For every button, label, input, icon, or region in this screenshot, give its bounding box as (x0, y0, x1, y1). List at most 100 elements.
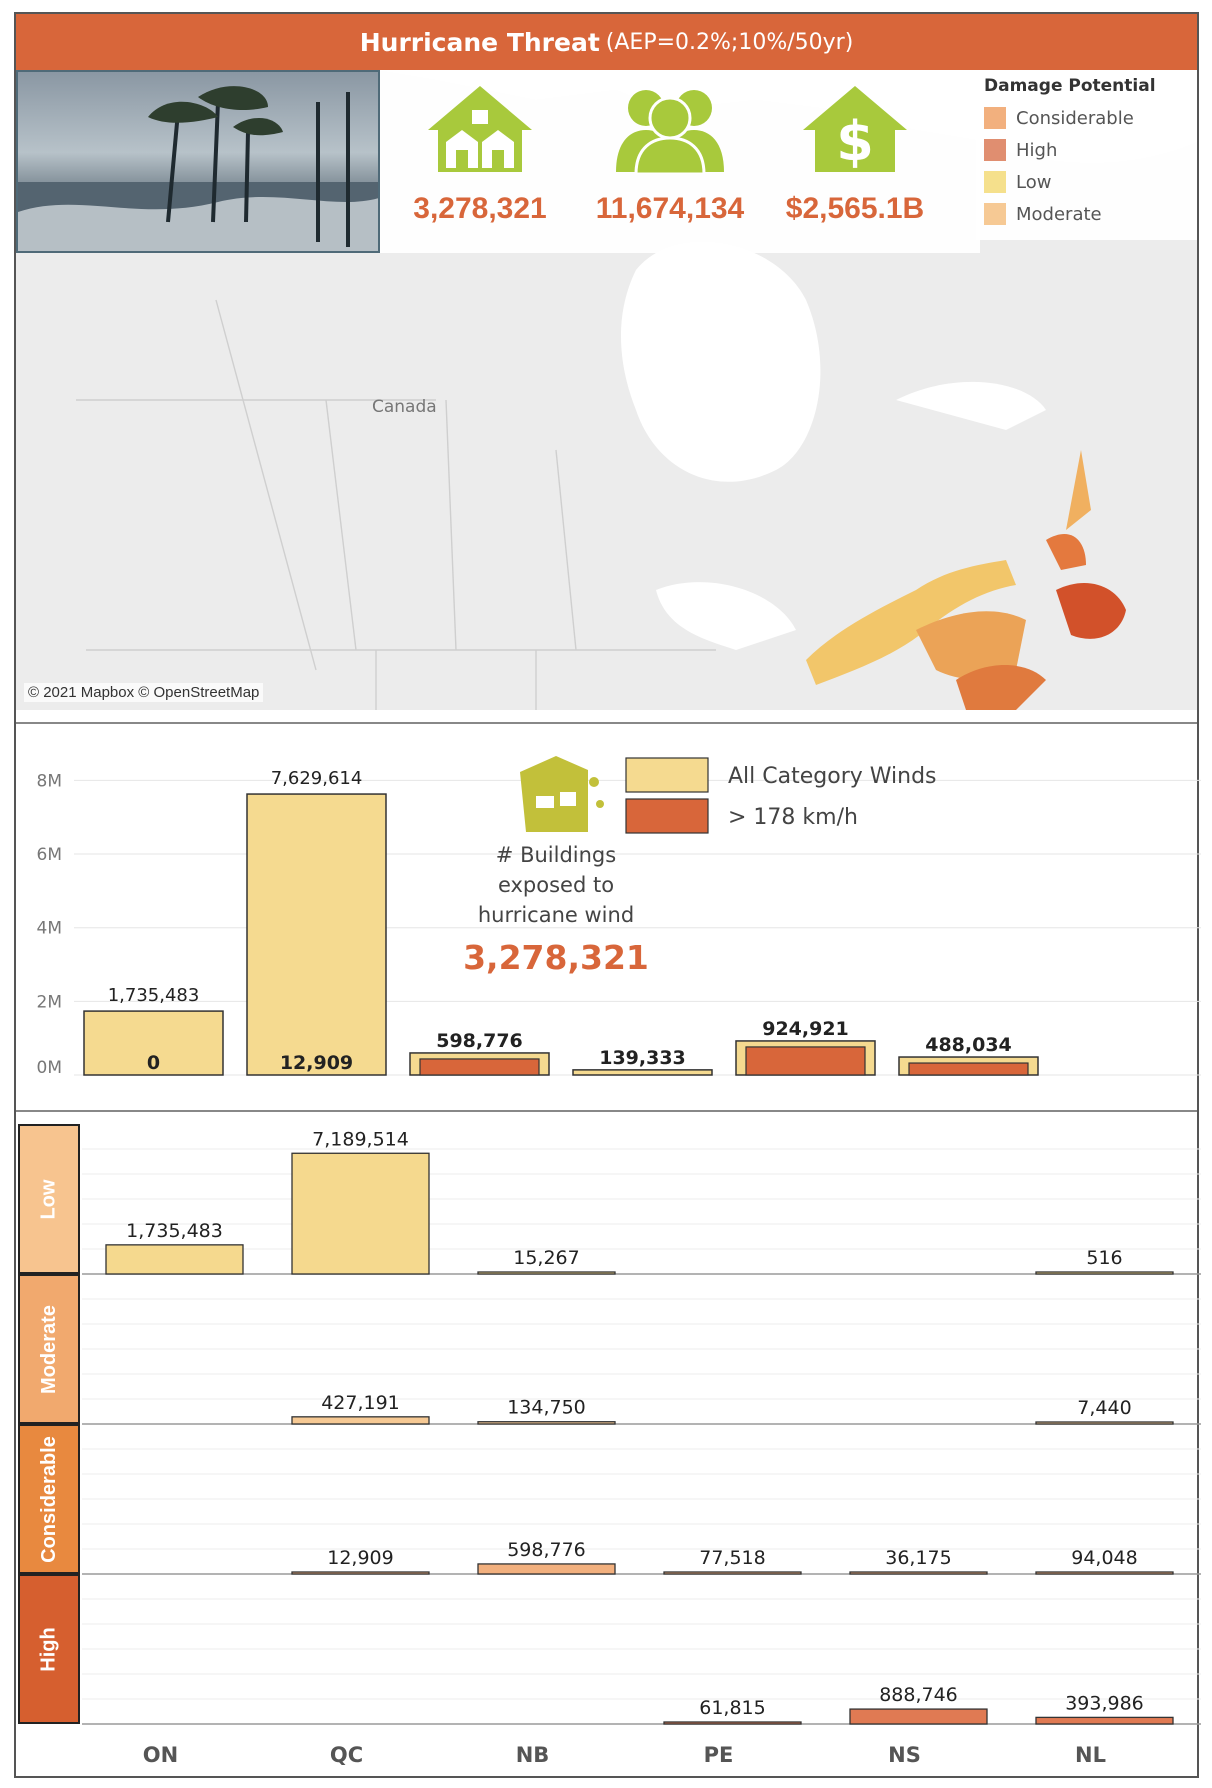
row-label-moderate: Moderate (18, 1274, 80, 1424)
bar-value-label: 488,034 (925, 1034, 1012, 1056)
legend-item-label: Considerable (1016, 107, 1134, 129)
bar-value-label: 36,175 (885, 1547, 951, 1569)
icon-window (560, 792, 576, 806)
kpi-population: 11,674,134 (570, 70, 770, 253)
legend-item-considerable[interactable]: Considerable (984, 102, 1197, 134)
bar-value-label: 94,048 (1071, 1547, 1137, 1569)
kpi-buildings-value: 3,278,321 (413, 192, 547, 225)
bar-value-label: 516 (1086, 1247, 1122, 1269)
y-tick-label: 8M (37, 771, 62, 791)
bar-value-label: 77,518 (699, 1547, 765, 1569)
damage-potential-plot: 1,735,483 7,189,514 15,267 516 427,191 134,75… (82, 1128, 1201, 1767)
icon-debris (596, 800, 604, 808)
legend-item-low[interactable]: Low (984, 166, 1197, 198)
wind-exposure-chart: 0M 2M 4M 6M 8M 1,735,483 0 7,629,614 12,909 598,7… (16, 722, 1201, 1110)
legend-item-moderate[interactable]: Moderate (984, 198, 1197, 230)
people-icon (616, 90, 724, 174)
bar-value-label: 924,921 (762, 1018, 849, 1040)
damage-legend: Damage Potential Considerable High Low M… (976, 70, 1197, 240)
kpi-value: $ $2,565.1B (755, 70, 955, 253)
hurricane-photo (16, 70, 380, 253)
legend-label-all-winds: All Category Winds (728, 764, 937, 789)
bar-value-label: 1,735,483 (126, 1220, 223, 1242)
bar-considerable-pe (663, 1571, 802, 1575)
bar-low-on (105, 1244, 244, 1275)
page-subtitle: (AEP=0.2%;10%/50yr) (605, 29, 854, 55)
wind-exposure-plot: 0M 2M 4M 6M 8M 1,735,483 0 7,629,614 12,909 598,7… (37, 756, 1201, 1078)
bar-high-pe (663, 1721, 802, 1725)
bar-low-nl (1035, 1271, 1174, 1275)
divider (16, 722, 1197, 724)
icon-shape (520, 756, 588, 832)
x-tick-label-nb: NB (516, 1743, 550, 1767)
bar-value-label: 7,440 (1077, 1397, 1131, 1419)
svg-text:$: $ (836, 110, 874, 173)
x-tick-label-pe: PE (704, 1743, 734, 1767)
bar-all-winds-pe (572, 1069, 713, 1076)
legend-swatch (984, 203, 1006, 225)
row-label-high: High (18, 1574, 80, 1724)
bar-value-label: 139,333 (599, 1047, 686, 1069)
bar-moderate-qc (291, 1416, 430, 1425)
map-country-label: Canada (372, 397, 437, 417)
x-tick-label-qc: QC (330, 1743, 363, 1767)
legend-label-high-winds: > 178 km/h (728, 805, 858, 830)
x-tick-label-ns: NS (888, 1743, 921, 1767)
bar-considerable-nb (477, 1563, 616, 1575)
bar-considerable-qc (291, 1571, 430, 1575)
bar-low-nb (477, 1271, 616, 1275)
kpi-buildings: 3,278,321 (380, 70, 580, 253)
legend-swatch (984, 139, 1006, 161)
bar-moderate-nl (1035, 1421, 1174, 1425)
legend-item-label: Moderate (1016, 203, 1102, 225)
x-tick-label-nl: NL (1075, 1743, 1106, 1767)
page-title: Hurricane Threat (359, 27, 600, 57)
houses-icon (428, 86, 532, 172)
kpi-panel: 3,278,321 11,674,134 $ $2,565.1B (380, 70, 980, 253)
legend-item-high[interactable]: High (984, 134, 1197, 166)
annotation-line: hurricane wind (478, 903, 634, 927)
legend-item-label: High (1016, 139, 1058, 161)
legend-item-label: Low (1016, 171, 1052, 193)
bar-value-label: 134,750 (507, 1397, 586, 1419)
bar-high-ns (849, 1708, 988, 1725)
icon-window (536, 796, 554, 808)
y-tick-label: 2M (37, 992, 62, 1012)
kpi-population-value: 11,674,134 (595, 192, 745, 225)
hurricane-photo-art (18, 86, 378, 251)
divider (16, 1110, 1197, 1112)
bar-low-qc (291, 1152, 430, 1275)
legend-swatch-high-winds (625, 798, 709, 834)
legend-title: Damage Potential (984, 76, 1156, 96)
y-tick-label: 0M (37, 1058, 62, 1078)
bar-value-label: 598,776 (507, 1539, 586, 1561)
bar-all-winds-qc (246, 793, 387, 1076)
bar-value-label: 1,735,483 (108, 985, 200, 1006)
x-tick-label-on: ON (143, 1743, 178, 1767)
bar-high-winds-ns (745, 1046, 866, 1076)
damage-potential-chart: 1,735,483 7,189,514 15,267 516 427,191 134,75… (16, 1124, 1201, 1780)
annotation-line: exposed to (498, 873, 614, 897)
bar-moderate-nb (477, 1421, 616, 1425)
row-label-text: Low (37, 1179, 60, 1219)
dashboard-frame: Hurricane Threat (AEP=0.2%;10%/50yr) (14, 12, 1201, 1780)
exposure-map[interactable]: Canada (16, 70, 1197, 710)
y-tick-label: 4M (37, 919, 62, 939)
bar-inner-label: 12,909 (280, 1052, 353, 1074)
bar-value-label: 393,986 (1065, 1692, 1144, 1714)
row-label-text: Moderate (37, 1304, 60, 1394)
bar-considerable-ns (849, 1571, 988, 1575)
bar-value-label: 7,189,514 (312, 1128, 409, 1150)
bar-considerable-nl (1035, 1571, 1174, 1575)
bar-value-label: 598,776 (436, 1030, 523, 1052)
annotation-total: 3,278,321 (463, 938, 649, 977)
bar-value-label: 427,191 (321, 1392, 400, 1414)
bar-all-winds-on (83, 1010, 224, 1076)
map-attribution[interactable]: © 2021 Mapbox © OpenStreetMap (24, 683, 264, 702)
title-bar: Hurricane Threat (AEP=0.2%;10%/50yr) (16, 14, 1197, 70)
bar-value-label: 61,815 (699, 1697, 765, 1719)
annotation-line: # Buildings (496, 843, 616, 867)
row-label-text: High (37, 1626, 60, 1672)
damaged-building-icon (520, 756, 604, 832)
bar-value-label: 12,909 (327, 1547, 393, 1569)
